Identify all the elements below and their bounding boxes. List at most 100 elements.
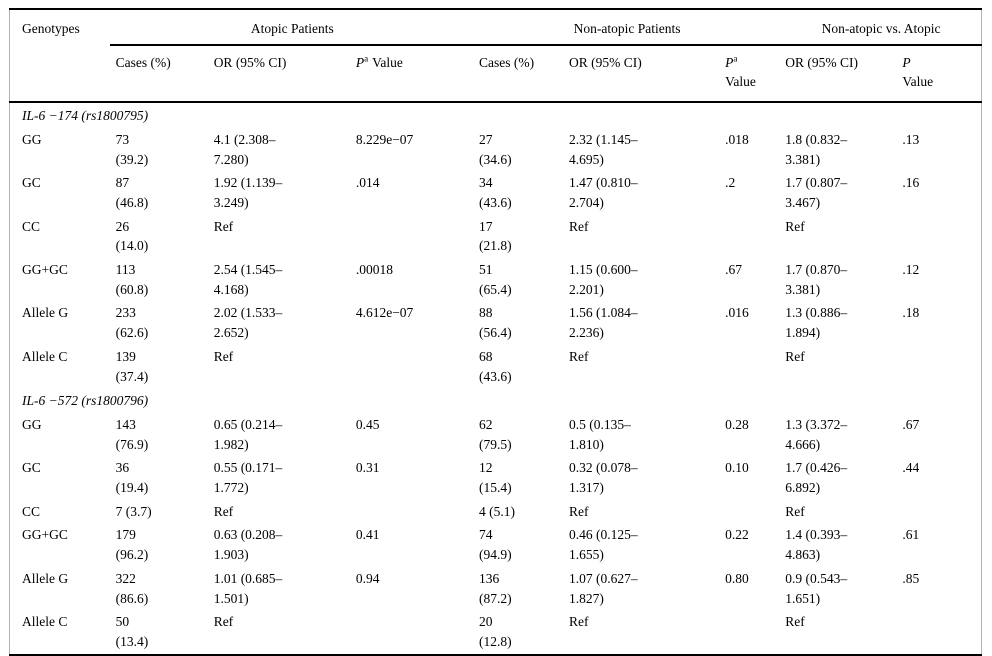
nonatopic-or-cell: Ref: [569, 614, 589, 630]
section-header-row: IL-6 −174 (rs1800795): [10, 102, 982, 128]
atopic-cases-cell: 233 (62.6): [115, 305, 149, 341]
vs-or-cell: 0.9 (0.543– 1.651): [785, 570, 848, 606]
nonatopic-or-cell: 1.07 (0.627– 1.827): [569, 570, 638, 606]
value-label: Value: [902, 74, 934, 90]
nonatopic-cases-cell: 4 (5.1): [478, 503, 515, 519]
nonatopic-p-cell: [719, 500, 779, 524]
atopic-cases-cell: 36 (19.4): [115, 460, 149, 496]
nonatopic-p-cell: [719, 610, 779, 654]
genotype-cell: CC: [22, 218, 41, 234]
nonatopic-or-cell: 0.5 (0.135– 1.810): [569, 416, 631, 452]
atopic-cases-cell: 143 (76.9): [115, 416, 149, 452]
genotype-cell: GG: [22, 416, 42, 432]
vs-p-cell: .13: [902, 131, 920, 147]
atopic-or-cell: 0.55 (0.171– 1.772): [213, 460, 283, 496]
nonatopic-cases-cell: 74 (94.9): [478, 527, 512, 563]
atopic-cases-cell: 73 (39.2): [115, 131, 149, 167]
nonatopic-cases-cell: 12 (15.4): [478, 460, 512, 496]
section-title: IL-6 −572 (rs1800796): [22, 393, 149, 409]
data-row: GC 36 (19.4) 0.55 (0.171– 1.772) 0.31 12 (15…: [10, 456, 982, 499]
atopic-cases-cell: 179 (96.2): [115, 527, 149, 563]
vs-p-cell: [896, 500, 981, 524]
nonatopic-cases-cell: 17 (21.8): [478, 218, 512, 254]
nonatopic-p-cell: .67: [725, 262, 743, 278]
superscript-a: a: [733, 53, 738, 64]
nonatopic-p-cell: 0.10: [725, 460, 749, 476]
col-header-vs-p: P Value: [896, 44, 982, 104]
data-row: GG+GC 179 (96.2) 0.63 (0.208– 1.903) 0.41 74…: [10, 523, 982, 566]
section-header-row: IL-6 −572 (rs1800796): [10, 388, 982, 413]
nonatopic-cases-cell: 27 (34.6): [478, 131, 512, 167]
nonatopic-p-cell: 0.28: [725, 416, 749, 432]
atopic-p-cell: 0.45: [355, 416, 380, 432]
vs-or-cell: 1.8 (0.832– 3.381): [785, 131, 848, 167]
genotype-cell: GG: [22, 131, 42, 147]
table-body: IL-6 −174 (rs1800795) GG 73 (39.2) 4.1 (2.3…: [10, 102, 982, 655]
nonatopic-p-cell: .016: [725, 305, 749, 321]
group-header-nonatopic-vs-atopic: Non-atopic vs. Atopic: [779, 9, 982, 46]
atopic-or-cell: Ref: [213, 218, 234, 234]
vs-or-cell: 1.4 (0.393– 4.863): [785, 527, 848, 563]
data-row: GG 73 (39.2) 4.1 (2.308– 7.280) 8.229e−07 27…: [10, 128, 982, 171]
atopic-or-cell: 2.54 (1.545– 4.168): [213, 262, 283, 297]
nonatopic-or-cell: 1.56 (1.084– 2.236): [569, 305, 638, 341]
col-header-nonatopic-or: OR (95% CI): [563, 44, 720, 104]
p-label: P: [902, 54, 911, 70]
atopic-cases-cell: 322 (86.6): [115, 570, 149, 606]
nonatopic-p-cell: 0.80: [725, 570, 749, 586]
col-header-atopic-p: Pa Value: [349, 44, 473, 104]
p-label: P: [725, 54, 734, 70]
nonatopic-cases-cell: 51 (65.4): [478, 262, 512, 297]
col-header-nonatopic-p: Pa Value: [719, 44, 780, 104]
data-row: GC 87 (46.8) 1.92 (1.139– 3.249) .014 34 (43…: [10, 171, 982, 214]
atopic-p-cell: 8.229e−07: [355, 131, 414, 147]
vs-or-cell: 1.7 (0.426– 6.892): [785, 460, 848, 496]
nonatopic-p-cell: .018: [725, 131, 749, 147]
nonatopic-p-cell: [719, 215, 779, 258]
data-row: CC 26 (14.0) Ref 17 (21.8) Ref Ref: [10, 215, 982, 258]
vs-p-cell: .12: [902, 262, 920, 278]
atopic-or-cell: 1.01 (0.685– 1.501): [213, 570, 283, 606]
genotype-cell: GG+GC: [22, 527, 68, 543]
atopic-or-cell: 0.65 (0.214– 1.982): [213, 416, 283, 452]
genotype-cell: Allele G: [22, 305, 69, 321]
nonatopic-p-cell: 0.22: [725, 527, 749, 543]
atopic-cases-cell: 7 (3.7): [115, 503, 152, 519]
group-header-atopic: Atopic Patients: [109, 9, 473, 46]
vs-p-cell: .18: [902, 305, 920, 321]
genotype-cell: Allele G: [22, 570, 69, 586]
vs-p-cell: .67: [902, 416, 920, 432]
atopic-p-cell: 4.612e−07: [355, 305, 414, 321]
col-header-atopic-or: OR (95% CI): [207, 44, 350, 104]
vs-p-cell: .44: [902, 460, 920, 476]
value-label: Value: [725, 74, 756, 90]
subheader-row: Cases (%) OR (95% CI) Pa Value Cases (%) …: [10, 44, 982, 104]
atopic-or-cell: Ref: [213, 348, 234, 364]
nonatopic-or-cell: Ref: [569, 348, 589, 364]
nonatopic-p-cell: .2: [725, 175, 736, 191]
atopic-p-cell: .014: [355, 175, 380, 191]
vs-p-cell: .85: [902, 570, 920, 586]
nonatopic-or-cell: Ref: [569, 218, 589, 234]
atopic-or-cell: 4.1 (2.308– 7.280): [213, 131, 276, 167]
genotype-cell: GC: [22, 460, 41, 476]
vs-or-cell: Ref: [785, 614, 805, 630]
atopic-cases-cell: 50 (13.4): [115, 614, 149, 649]
nonatopic-cases-cell: 68 (43.6): [478, 348, 512, 384]
atopic-p-cell: 0.31: [355, 460, 380, 476]
genotype-association-table: Genotypes Atopic Patients Non-atopic Pat…: [9, 8, 982, 656]
atopic-or-cell: 2.02 (1.533– 2.652): [213, 305, 283, 341]
vs-or-cell: 1.3 (3.372– 4.666): [785, 416, 848, 452]
data-row: Allele G 322 (86.6) 1.01 (0.685– 1.501) 0.9…: [10, 567, 982, 610]
vs-p-cell: [896, 610, 981, 654]
atopic-cases-cell: 113 (60.8): [115, 262, 149, 297]
nonatopic-or-cell: 1.15 (0.600– 2.201): [569, 262, 638, 297]
value-label: Value: [372, 54, 403, 70]
col-header-atopic-cases: Cases (%): [109, 44, 208, 104]
group-header-row: Genotypes Atopic Patients Non-atopic Pat…: [9, 9, 982, 104]
superscript-a: a: [364, 53, 369, 64]
nonatopic-p-cell: [719, 345, 779, 388]
nonatopic-cases-cell: 136 (87.2): [478, 570, 512, 606]
genotype-cell: GC: [22, 175, 41, 191]
nonatopic-cases-cell: 34 (43.6): [478, 175, 512, 210]
